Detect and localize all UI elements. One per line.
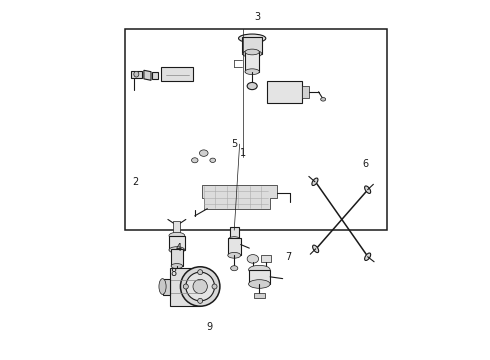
Ellipse shape: [192, 158, 198, 163]
Ellipse shape: [197, 270, 203, 275]
Ellipse shape: [212, 284, 217, 289]
Bar: [254, 293, 265, 298]
Ellipse shape: [245, 49, 259, 55]
Bar: [169, 235, 185, 250]
Ellipse shape: [228, 252, 241, 258]
Bar: [171, 249, 183, 266]
Bar: [243, 37, 262, 54]
Bar: [248, 270, 270, 284]
Ellipse shape: [228, 237, 240, 242]
Bar: [228, 238, 241, 255]
Text: 2: 2: [132, 177, 139, 187]
Ellipse shape: [159, 279, 166, 294]
Ellipse shape: [199, 150, 208, 156]
Ellipse shape: [169, 232, 185, 239]
Ellipse shape: [365, 253, 370, 261]
Bar: [267, 81, 302, 103]
Ellipse shape: [169, 247, 185, 253]
Text: 4: 4: [175, 243, 182, 253]
Ellipse shape: [231, 266, 238, 271]
Ellipse shape: [239, 34, 266, 42]
Ellipse shape: [312, 178, 318, 185]
Ellipse shape: [247, 255, 259, 263]
Polygon shape: [131, 71, 142, 78]
Text: 7: 7: [285, 252, 291, 262]
Ellipse shape: [248, 280, 270, 288]
Ellipse shape: [183, 284, 188, 289]
Ellipse shape: [243, 50, 262, 57]
Text: 1: 1: [240, 148, 246, 158]
Text: 6: 6: [362, 159, 368, 169]
Bar: [245, 52, 259, 72]
Ellipse shape: [186, 272, 215, 301]
Ellipse shape: [134, 71, 139, 77]
Ellipse shape: [210, 158, 216, 162]
Bar: [125, 30, 387, 230]
Ellipse shape: [197, 298, 203, 303]
Ellipse shape: [245, 69, 259, 75]
Ellipse shape: [365, 186, 370, 193]
Ellipse shape: [248, 265, 270, 274]
Ellipse shape: [247, 82, 257, 90]
Text: 5: 5: [232, 139, 238, 149]
Ellipse shape: [313, 245, 318, 253]
Ellipse shape: [320, 98, 326, 101]
Text: 8: 8: [170, 268, 176, 278]
Ellipse shape: [171, 264, 183, 269]
Polygon shape: [144, 70, 151, 80]
Bar: [173, 221, 180, 235]
Text: 9: 9: [206, 322, 212, 332]
Polygon shape: [152, 72, 158, 79]
Ellipse shape: [193, 279, 207, 294]
Polygon shape: [202, 185, 277, 209]
Bar: [261, 255, 271, 262]
Text: 3: 3: [254, 12, 261, 22]
Ellipse shape: [180, 267, 220, 306]
Bar: [170, 268, 200, 306]
Bar: [302, 86, 309, 98]
Bar: [161, 67, 193, 81]
Bar: [230, 226, 239, 239]
Bar: [163, 279, 171, 295]
